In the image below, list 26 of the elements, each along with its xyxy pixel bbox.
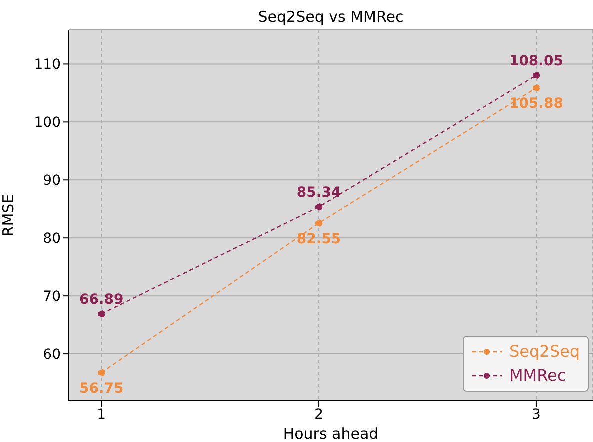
y-tick-label: 110 bbox=[34, 57, 61, 74]
x-tick-label: 1 bbox=[97, 406, 106, 423]
x-tick-label: 2 bbox=[314, 406, 324, 423]
point bbox=[98, 369, 106, 376]
x-tick-label: 3 bbox=[532, 406, 541, 423]
point bbox=[315, 220, 323, 227]
chart-title: Seq2Seq vs MMRec bbox=[257, 8, 405, 26]
y-axis-title: RMSE bbox=[0, 194, 18, 237]
data-label: 105.88 bbox=[509, 96, 564, 112]
legend-label: Seq2Seq bbox=[510, 341, 580, 363]
point bbox=[315, 204, 323, 211]
point bbox=[98, 310, 106, 318]
data-label: 66.89 bbox=[79, 292, 124, 308]
legend-label: MMRec bbox=[510, 365, 566, 387]
y-tick-label: 90 bbox=[43, 173, 61, 190]
data-label: 82.55 bbox=[296, 231, 342, 248]
point bbox=[532, 72, 540, 80]
y-tick-label: 80 bbox=[43, 231, 61, 248]
data-label: 56.75 bbox=[79, 380, 124, 397]
x-axis-title: Hours ahead bbox=[283, 425, 379, 442]
data-label: 108.05 bbox=[509, 54, 564, 70]
y-tick-label: 60 bbox=[43, 347, 61, 364]
y-tick-label: 70 bbox=[43, 289, 61, 306]
point bbox=[532, 84, 540, 92]
data-label: 85.34 bbox=[296, 185, 342, 202]
y-tick-label: 100 bbox=[34, 115, 61, 132]
